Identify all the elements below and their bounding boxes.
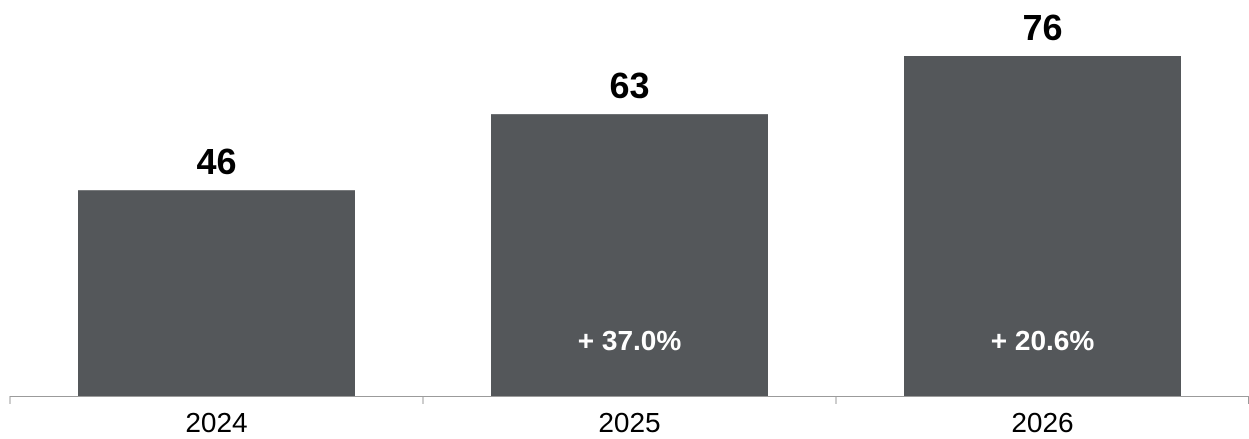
bar-2026 xyxy=(904,56,1181,396)
tick-label-2025: 2025 xyxy=(598,407,660,438)
bars-group xyxy=(78,56,1181,396)
tick-label-2026: 2026 xyxy=(1011,407,1073,438)
value-label-2024: 46 xyxy=(196,141,236,182)
change-label-2025: + 37.0% xyxy=(578,325,682,356)
bar-2024 xyxy=(78,190,355,396)
bar-2025 xyxy=(491,114,768,396)
value-label-2026: 76 xyxy=(1022,7,1062,48)
x-axis xyxy=(9,396,1249,404)
labels-group: 46 2024 63 + 37.0% 2025 76 + 20.6% 2026 xyxy=(185,7,1094,438)
change-label-2026: + 20.6% xyxy=(991,325,1095,356)
value-label-2025: 63 xyxy=(609,65,649,106)
tick-label-2024: 2024 xyxy=(185,407,247,438)
